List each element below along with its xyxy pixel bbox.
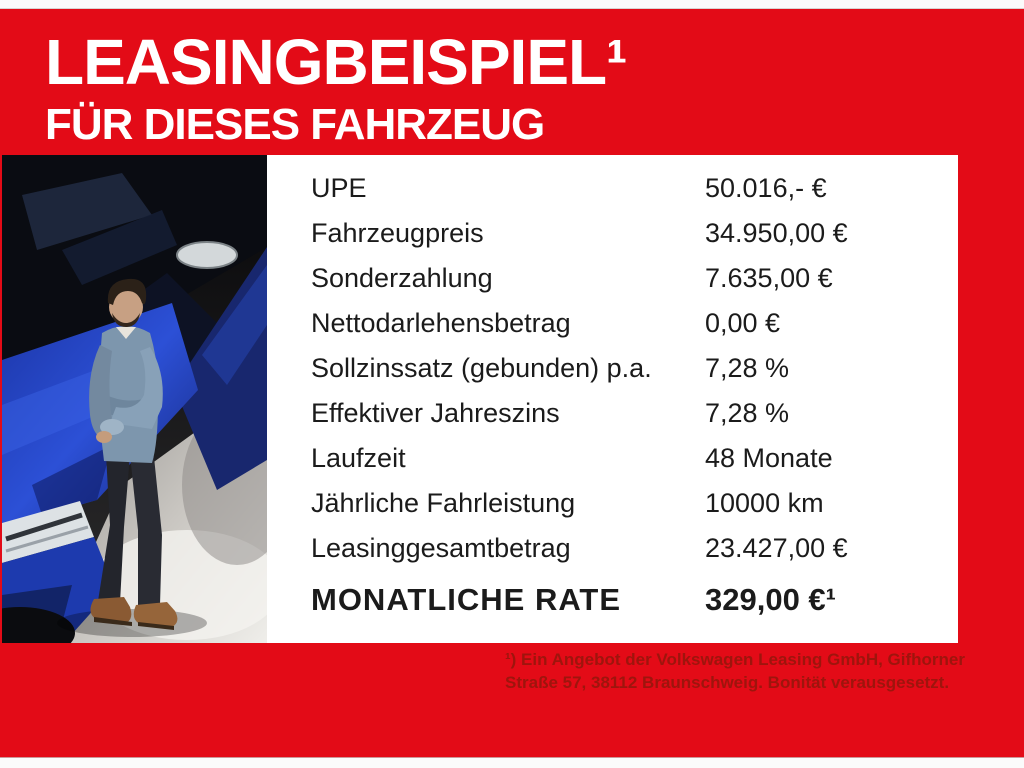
table-row: Leasinggesamtbetrag 23.427,00 €	[311, 526, 958, 571]
table-row: Sonderzahlung 7.635,00 €	[311, 256, 958, 301]
footnote: ¹) Ein Angebot der Volkswagen Leasing Gm…	[505, 648, 975, 694]
table-row: UPE 50.016,- €	[311, 166, 958, 211]
leasing-panel: UPE 50.016,- € Fahrzeugpreis 34.950,00 €…	[2, 155, 958, 643]
row-value: 7.635,00 €	[705, 263, 833, 293]
table-row: Fahrzeugpreis 34.950,00 €	[311, 211, 958, 256]
row-value: 7,28 %	[705, 398, 790, 428]
table-row: Laufzeit 48 Monate	[311, 436, 958, 481]
top-white-strip	[0, 0, 1024, 9]
page-title: LEASINGBEISPIEL¹	[45, 26, 627, 98]
row-value: 10000 km	[705, 488, 824, 518]
table-row: Nettodarlehensbetrag 0,00 €	[311, 301, 958, 346]
row-value: 34.950,00 €	[705, 218, 848, 248]
bottom-white-strip	[0, 757, 1024, 768]
leasing-table: UPE 50.016,- € Fahrzeugpreis 34.950,00 €…	[267, 155, 958, 643]
row-value: 0,00 €	[705, 308, 781, 338]
row-value: 50.016,- €	[705, 173, 827, 203]
page-subtitle: FÜR DIESES FAHRZEUG	[45, 100, 545, 149]
row-label: Fahrzeugpreis	[311, 218, 484, 248]
row-value: 7,28 %	[705, 353, 790, 383]
monthly-rate-value: 329,00 €¹	[705, 582, 836, 617]
table-row: Jährliche Fahrleistung 10000 km	[311, 481, 958, 526]
row-label: Jährliche Fahrleistung	[311, 488, 576, 518]
monthly-rate-row: MONATLICHE RATE 329,00 €¹	[311, 571, 958, 629]
row-label: Sonderzahlung	[311, 263, 493, 293]
row-label: Nettodarlehensbetrag	[311, 308, 571, 338]
row-label: Laufzeit	[311, 443, 406, 473]
table-row: Effektiver Jahreszins 7,28 %	[311, 391, 958, 436]
header: LEASINGBEISPIEL¹ FÜR DIESES FAHRZEUG	[45, 26, 627, 149]
monthly-rate-label: MONATLICHE RATE	[311, 582, 622, 617]
row-label: Sollzinssatz (gebunden) p.a.	[311, 353, 652, 383]
row-label: Effektiver Jahreszins	[311, 398, 560, 428]
footnote-line2: Straße 57, 38112 Braunschweig. Bonität v…	[505, 673, 950, 692]
row-label: UPE	[311, 173, 367, 203]
footnote-line1: ¹) Ein Angebot der Volkswagen Leasing Gm…	[505, 650, 965, 669]
vehicle-photo	[2, 155, 267, 643]
table-row: Sollzinssatz (gebunden) p.a. 7,28 %	[311, 346, 958, 391]
row-value: 23.427,00 €	[705, 533, 848, 563]
row-value: 48 Monate	[705, 443, 833, 473]
row-label: Leasinggesamtbetrag	[311, 533, 571, 563]
